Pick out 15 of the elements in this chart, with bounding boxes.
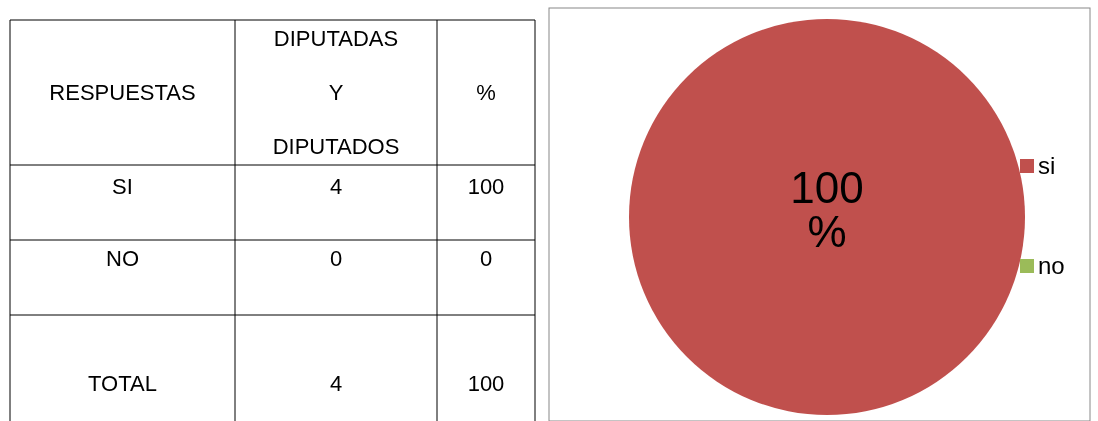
data-label: 100 % (790, 163, 864, 256)
text: 4 (329, 174, 343, 199)
text: 0 (479, 246, 493, 271)
category-label: RESPUESTAS (49, 80, 196, 105)
text: 100 (467, 371, 505, 396)
text: NO (106, 246, 139, 271)
category-label: % (476, 80, 496, 105)
text: 100 (467, 174, 505, 199)
text: SI (112, 174, 133, 199)
text: TOTAL (88, 371, 157, 396)
text: 4 (329, 371, 343, 396)
legend-label: no (1038, 252, 1065, 279)
category-label: DIPUTADAS Y DIPUTADOS (272, 26, 400, 159)
text: 0 (329, 246, 343, 271)
legend-label: si (1038, 152, 1056, 179)
